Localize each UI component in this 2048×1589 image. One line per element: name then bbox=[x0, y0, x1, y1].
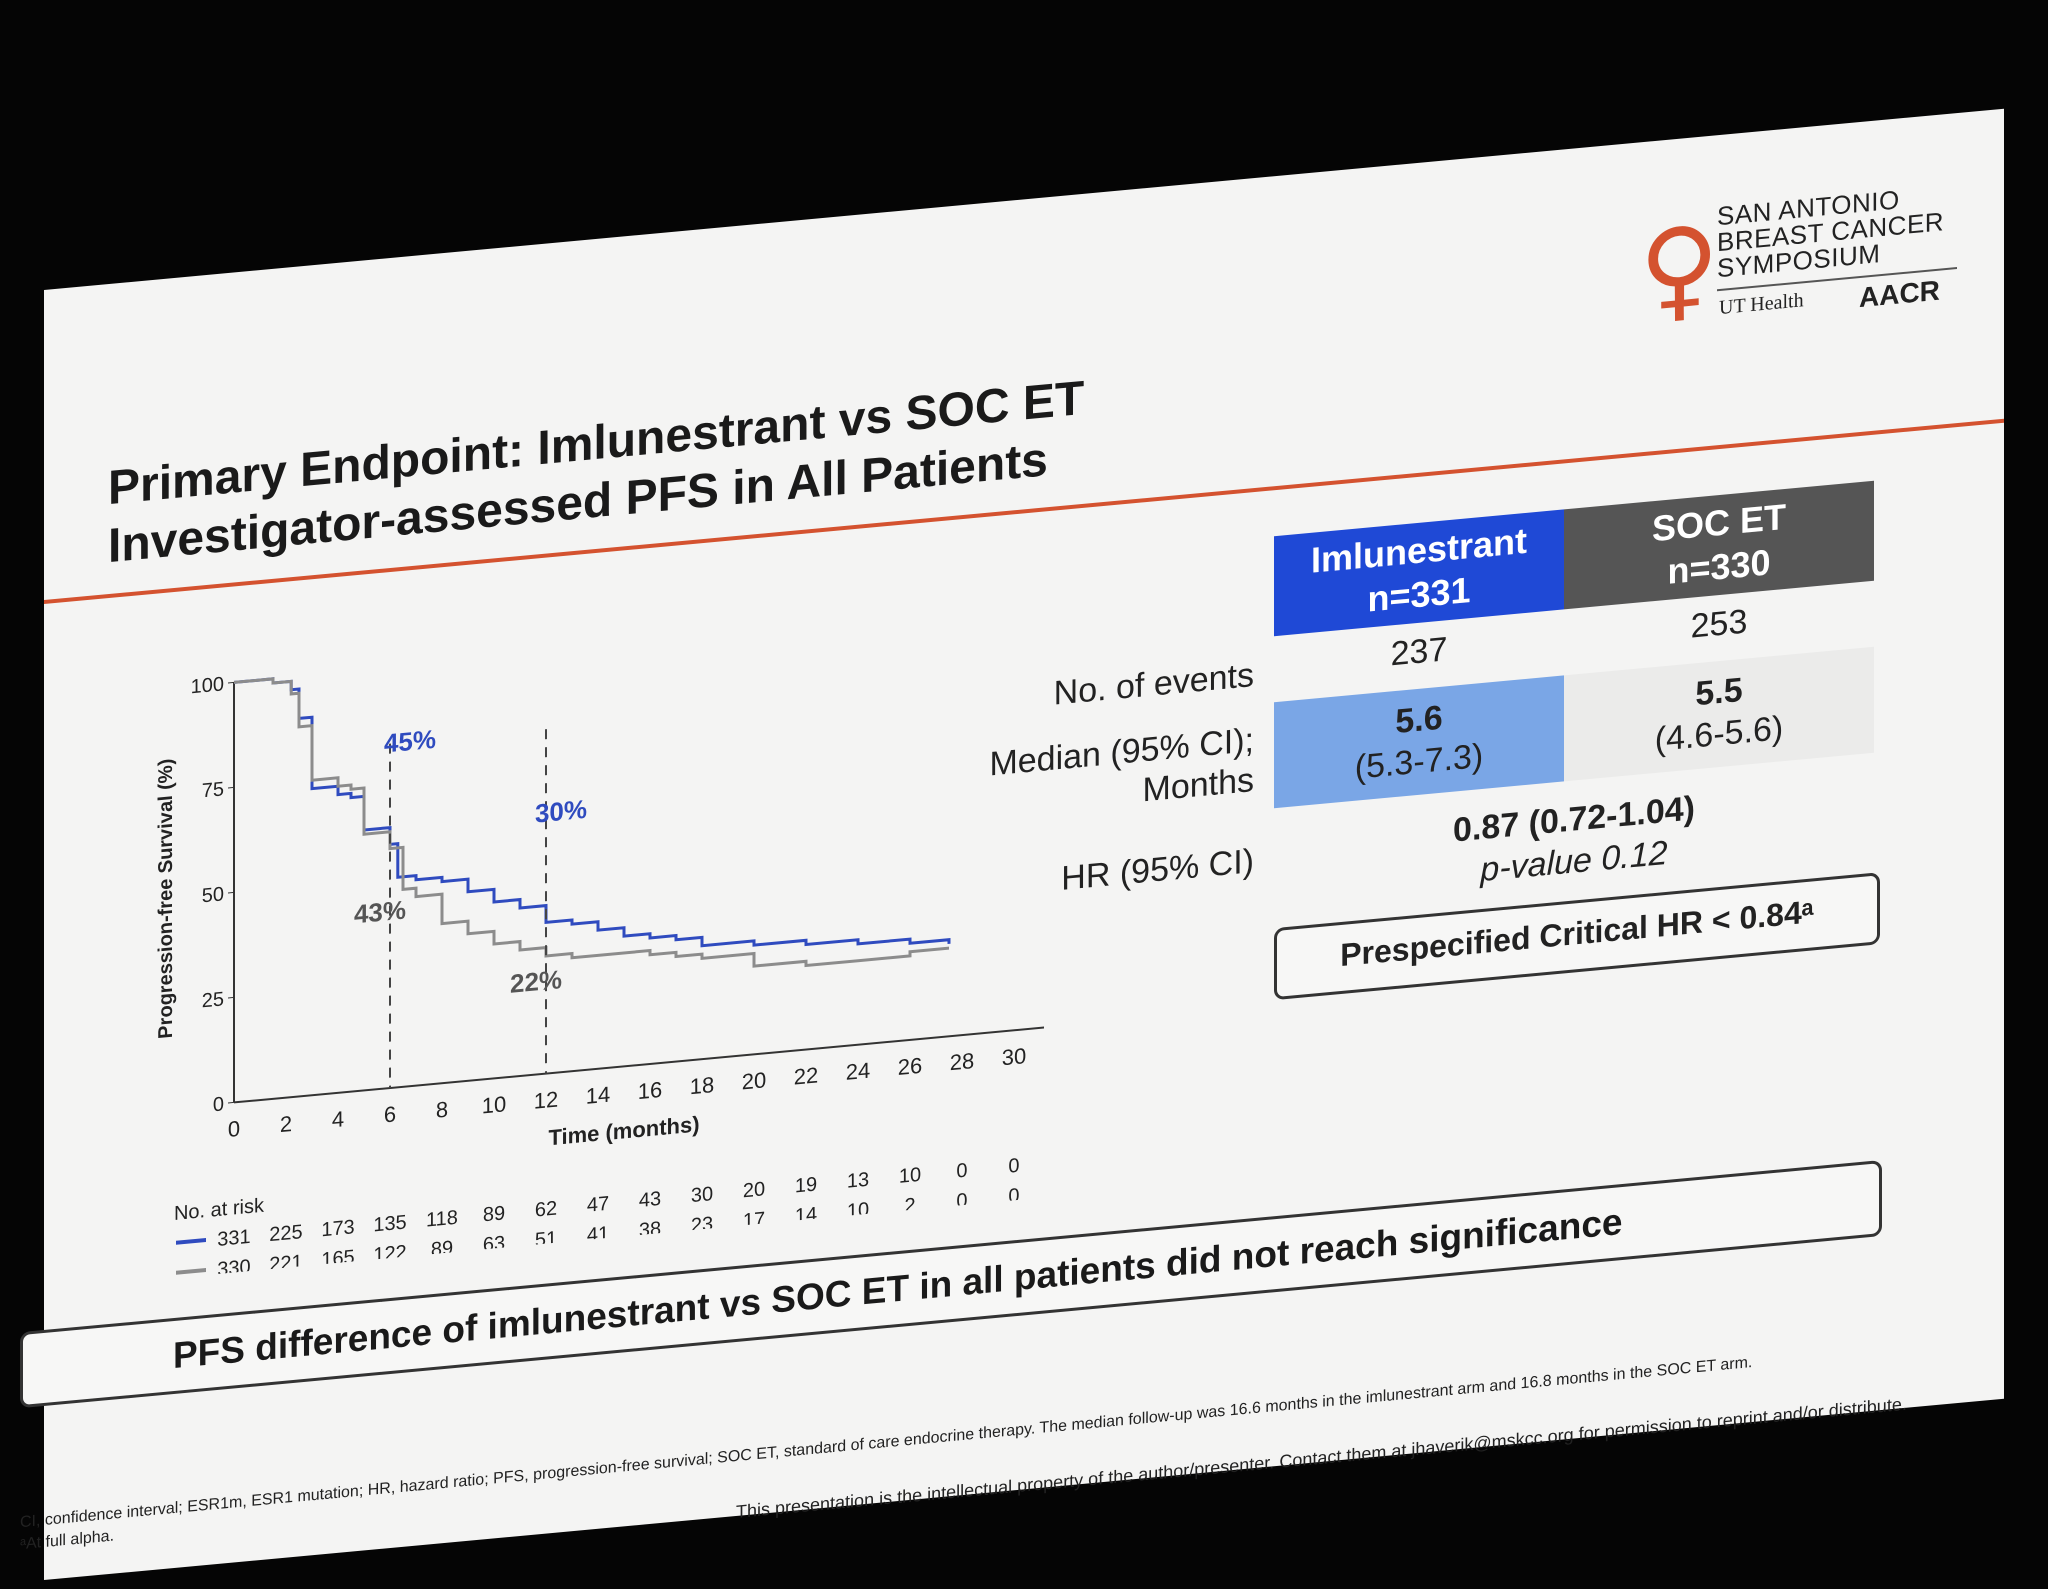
slide-title: Primary Endpoint: Imlunestrant vs SOC ET… bbox=[108, 370, 1084, 576]
footnote-ip: This presentation is the intellectual pr… bbox=[736, 1393, 1907, 1522]
x-tick-label: 30 bbox=[1002, 1043, 1026, 1070]
risk-value: 0 bbox=[1008, 1185, 1019, 1208]
risk-value: 0 bbox=[956, 1160, 967, 1183]
risk-label: No. at risk bbox=[174, 1195, 265, 1225]
x-tick-label: 20 bbox=[742, 1067, 766, 1094]
risk-value: 30 bbox=[691, 1183, 713, 1207]
risk-value: 38 bbox=[639, 1218, 661, 1242]
series-imlunestrant-line bbox=[234, 677, 951, 948]
presentation-photo: Primary Endpoint: Imlunestrant vs SOC ET… bbox=[20, 108, 2004, 1581]
hr-value: 0.87 (0.72-1.04) p-value 0.12 bbox=[1453, 789, 1695, 890]
x-tick-label: 8 bbox=[436, 1097, 448, 1123]
y-tick bbox=[228, 1101, 234, 1104]
y-tick-label: 0 bbox=[213, 1093, 224, 1116]
risk-value: 10 bbox=[899, 1164, 921, 1188]
x-tick-label: 18 bbox=[690, 1072, 714, 1099]
risk-value: 63 bbox=[483, 1232, 505, 1256]
risk-value: 43 bbox=[639, 1188, 661, 1212]
risk-value: 331 bbox=[217, 1226, 250, 1251]
y-tick-label: 75 bbox=[202, 778, 224, 802]
risk-legend-swatch bbox=[176, 1268, 206, 1275]
risk-value: 89 bbox=[483, 1202, 505, 1226]
landmark-label: 22% bbox=[510, 964, 562, 999]
ribbon-icon: ♀ bbox=[1639, 201, 1720, 337]
risk-value: 122 bbox=[373, 1241, 406, 1266]
risk-value: 330 bbox=[217, 1256, 250, 1281]
slide: Primary Endpoint: Imlunestrant vs SOC ET… bbox=[20, 108, 2004, 1581]
risk-value: 173 bbox=[321, 1216, 354, 1241]
risk-value: 2 bbox=[904, 1194, 915, 1217]
risk-value: 0 bbox=[1008, 1155, 1019, 1178]
x-tick-label: 10 bbox=[482, 1091, 506, 1118]
x-tick-label: 14 bbox=[586, 1082, 610, 1109]
x-tick-label: 6 bbox=[384, 1101, 396, 1127]
risk-value: 23 bbox=[691, 1213, 713, 1237]
y-tick-label: 100 bbox=[191, 673, 224, 698]
x-tick-label: 4 bbox=[332, 1106, 344, 1132]
x-axis-label: Time (months) bbox=[548, 1111, 699, 1150]
sabcs-logo: ♀ SAN ANTONIO BREAST CANCER SYMPOSIUM UT… bbox=[1639, 178, 1969, 349]
risk-value: 221 bbox=[269, 1251, 302, 1276]
risk-value: 135 bbox=[373, 1211, 406, 1236]
risk-value: 17 bbox=[743, 1208, 765, 1232]
ut-health-logo: UT Health bbox=[1719, 289, 1804, 320]
risk-value: 20 bbox=[743, 1178, 765, 1202]
risk-value: 13 bbox=[847, 1169, 869, 1193]
risk-value: 165 bbox=[321, 1246, 354, 1271]
x-tick-label: 26 bbox=[898, 1053, 922, 1080]
y-axis-label: Progression-free Survival (%) bbox=[155, 758, 177, 1040]
risk-legend-swatch bbox=[176, 1238, 206, 1245]
y-tick-label: 50 bbox=[202, 883, 224, 907]
landmark-label: 43% bbox=[354, 895, 406, 930]
x-axis bbox=[234, 1026, 1044, 1104]
risk-value: 51 bbox=[535, 1228, 557, 1252]
imlunestrant-header: Imlunestrant n=331 bbox=[1274, 509, 1564, 637]
landmark-label: 30% bbox=[535, 794, 587, 829]
risk-value: 62 bbox=[535, 1198, 557, 1222]
critical-hr-box: Prespecified Critical HR < 0.84ᵃ bbox=[1274, 872, 1880, 1001]
x-tick-label: 2 bbox=[280, 1111, 292, 1137]
y-tick-label: 25 bbox=[202, 988, 224, 1012]
risk-value: 89 bbox=[431, 1237, 453, 1261]
risk-value: 19 bbox=[795, 1174, 817, 1198]
soc-header: SOC ET n=330 bbox=[1564, 480, 1874, 610]
x-tick-label: 16 bbox=[638, 1077, 662, 1104]
risk-value: 10 bbox=[847, 1199, 869, 1223]
risk-value: 41 bbox=[587, 1223, 609, 1247]
footnote-alpha: ᵃAt full alpha. bbox=[20, 1527, 115, 1554]
critical-hr-text: Prespecified Critical HR < 0.84ᵃ bbox=[1340, 893, 1814, 974]
series-soc-line bbox=[234, 677, 949, 968]
x-tick-label: 24 bbox=[846, 1058, 870, 1085]
x-tick-label: 0 bbox=[228, 1116, 240, 1142]
x-tick-label: 28 bbox=[950, 1048, 974, 1075]
y-tick bbox=[228, 681, 234, 684]
x-tick-label: 12 bbox=[534, 1086, 558, 1113]
stats-table: Imlunestrant n=331 SOC ET n=330 No. of e… bbox=[989, 472, 1964, 1057]
risk-value: 225 bbox=[269, 1221, 302, 1246]
x-tick-label: 22 bbox=[794, 1062, 818, 1089]
chart-series bbox=[234, 677, 951, 968]
logo-text: SAN ANTONIO BREAST CANCER SYMPOSIUM bbox=[1717, 184, 1945, 284]
risk-value: 14 bbox=[795, 1204, 817, 1228]
landmark-label: 45% bbox=[384, 724, 436, 759]
risk-value: 47 bbox=[587, 1193, 609, 1217]
risk-value: 0 bbox=[956, 1190, 967, 1213]
y-tick bbox=[228, 996, 234, 999]
aacr-logo: AACR bbox=[1859, 274, 1940, 314]
y-tick bbox=[228, 786, 234, 789]
risk-value: 118 bbox=[426, 1207, 458, 1232]
y-tick bbox=[228, 891, 234, 894]
